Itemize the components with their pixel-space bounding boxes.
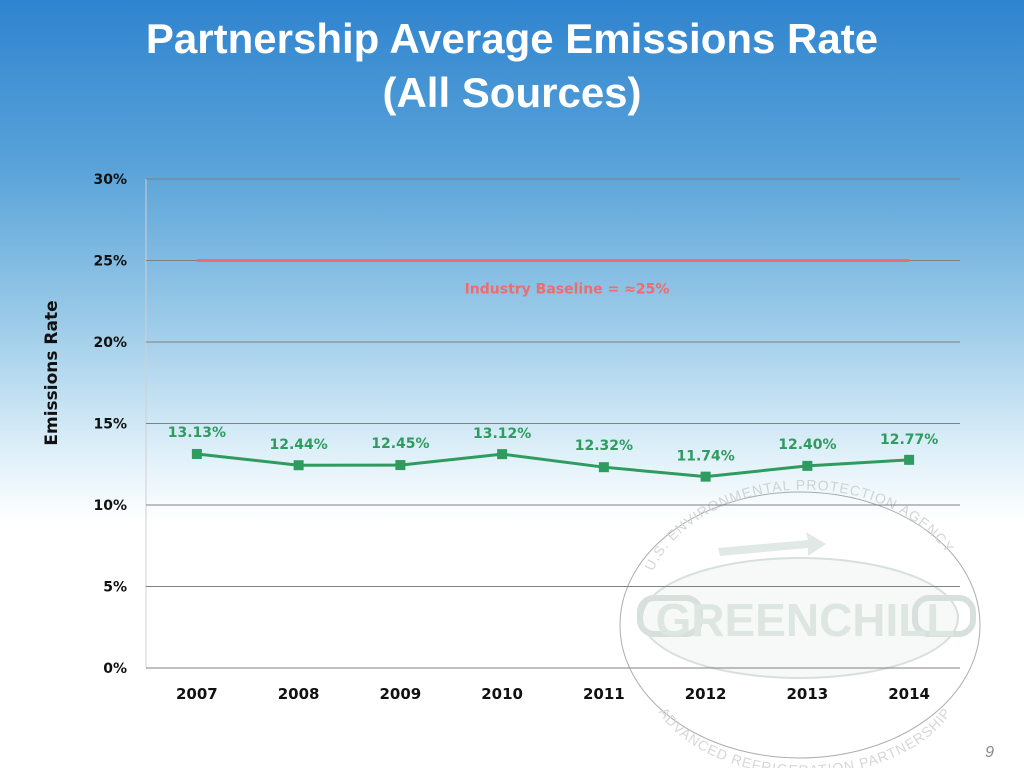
data-point-marker xyxy=(497,449,508,460)
data-point-marker xyxy=(700,471,711,482)
data-label: 13.13% xyxy=(168,425,226,441)
y-tick-label: 15% xyxy=(93,417,127,433)
emissions-rate-line xyxy=(196,452,910,479)
series-layer xyxy=(191,448,915,482)
y-tick-label: 0% xyxy=(103,661,127,677)
data-label: 11.74% xyxy=(676,449,734,465)
page-number: 9 xyxy=(985,744,994,761)
x-tick-label: 2014 xyxy=(888,685,930,703)
data-label: 12.45% xyxy=(371,436,429,452)
data-point-marker xyxy=(395,460,406,471)
x-tick-labels: 2007 2008 2009 2010 2011 2012 2013 2014 xyxy=(176,685,930,703)
y-tick-label: 30% xyxy=(93,172,127,188)
y-tick-label: 10% xyxy=(93,498,127,514)
data-label: 12.77% xyxy=(880,432,938,448)
x-tick-label: 2007 xyxy=(176,685,218,703)
industry-baseline-label: Industry Baseline = ≈25% xyxy=(465,282,670,298)
data-label: 13.12% xyxy=(473,426,531,442)
y-tick-label: 20% xyxy=(93,335,127,351)
x-tick-label: 2013 xyxy=(787,685,829,703)
x-tick-label: 2012 xyxy=(685,685,727,703)
data-label: 12.32% xyxy=(575,438,633,454)
x-tick-label: 2008 xyxy=(278,685,320,703)
baseline-layer: Industry Baseline = ≈25% xyxy=(196,259,910,298)
y-tick-label: 5% xyxy=(103,580,127,596)
data-point-marker xyxy=(598,462,609,473)
data-label: 12.44% xyxy=(269,437,327,453)
y-tick-label: 25% xyxy=(93,254,127,270)
data-point-marker xyxy=(293,460,304,471)
data-point-marker xyxy=(904,454,915,465)
x-tick-label: 2011 xyxy=(583,685,625,703)
slide-title-line-1: Partnership Average Emissions Rate xyxy=(145,15,879,62)
grid-layer xyxy=(145,178,960,669)
y-tick-labels: 0% 5% 10% 15% 20% 25% 30% xyxy=(93,172,127,677)
data-point-marker xyxy=(191,448,202,459)
x-tick-label: 2009 xyxy=(380,685,422,703)
data-labels: 13.13% 12.44% 12.45% 13.12% 12.32% 11.74% 12.4… xyxy=(168,425,939,465)
x-tick-label: 2010 xyxy=(481,685,523,703)
slide-title: Partnership Average Emissions Rate (All … xyxy=(0,12,1024,120)
slide-title-line-2: (All Sources) xyxy=(382,69,642,116)
data-label: 12.40% xyxy=(778,437,836,453)
data-point-marker xyxy=(802,460,813,471)
